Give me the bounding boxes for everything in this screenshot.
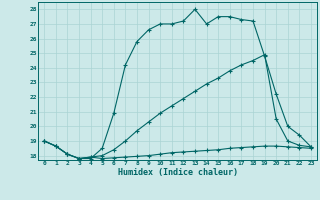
X-axis label: Humidex (Indice chaleur): Humidex (Indice chaleur) [118, 168, 238, 177]
